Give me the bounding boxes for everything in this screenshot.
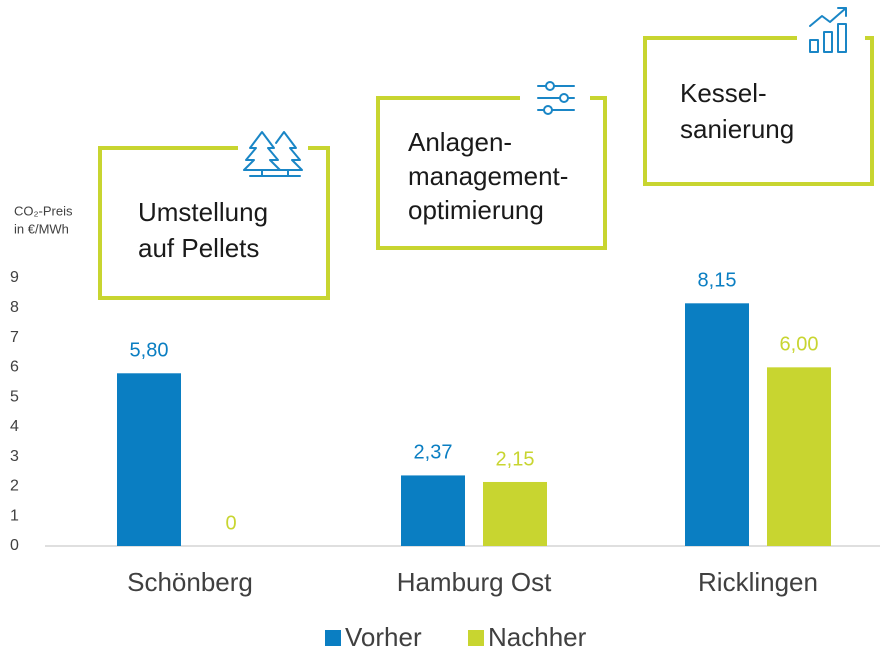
y-tick-label: 2 (10, 478, 19, 495)
annotation-text: Umstellung (138, 197, 268, 227)
data-label: 0 (225, 512, 236, 534)
x-tick-label: Schönberg (127, 567, 253, 597)
legend-label: Nachher (488, 622, 587, 652)
growth-chart-icon (809, 7, 847, 53)
y-tick-label: 7 (10, 329, 19, 346)
bar (685, 303, 749, 546)
y-tick-label: 6 (10, 359, 19, 376)
annotation-text: management- (408, 161, 568, 191)
annotation-text: sanierung (680, 114, 794, 144)
y-tick-label: 3 (10, 448, 19, 465)
annotation-text: Kessel- (680, 78, 767, 108)
y-axis-label: CO₂-Preis (14, 203, 73, 218)
y-axis-label: in €/MWh (14, 221, 69, 236)
trees-icon (243, 131, 303, 177)
annotation-text: auf Pellets (138, 233, 259, 263)
bar (483, 481, 547, 546)
y-tick-label: 0 (10, 537, 19, 554)
bar (117, 373, 181, 546)
data-label: 6,00 (780, 334, 819, 356)
y-tick-label: 5 (10, 388, 19, 405)
y-tick-label: 8 (10, 299, 19, 316)
x-tick-label: Hamburg Ost (397, 567, 552, 597)
sliders-icon (537, 81, 575, 115)
annotation-box (376, 96, 607, 250)
y-tick-label: 1 (10, 507, 19, 524)
legend-label: Vorher (345, 622, 422, 652)
bar (767, 367, 831, 546)
annotation-box (98, 146, 330, 300)
legend-swatch (468, 630, 484, 646)
bar (401, 475, 465, 546)
y-tick-label: 4 (10, 418, 19, 435)
y-tick-label: 9 (10, 269, 19, 286)
x-tick-label: Ricklingen (698, 567, 818, 597)
annotation-text: optimierung (408, 195, 544, 225)
data-label: 5,80 (130, 340, 169, 362)
legend-swatch (325, 630, 341, 646)
data-label: 2,15 (496, 448, 535, 470)
annotation-text: Anlagen- (408, 127, 512, 157)
data-label: 8,15 (698, 270, 737, 292)
annotation-box (643, 36, 874, 186)
data-label: 2,37 (414, 442, 453, 464)
